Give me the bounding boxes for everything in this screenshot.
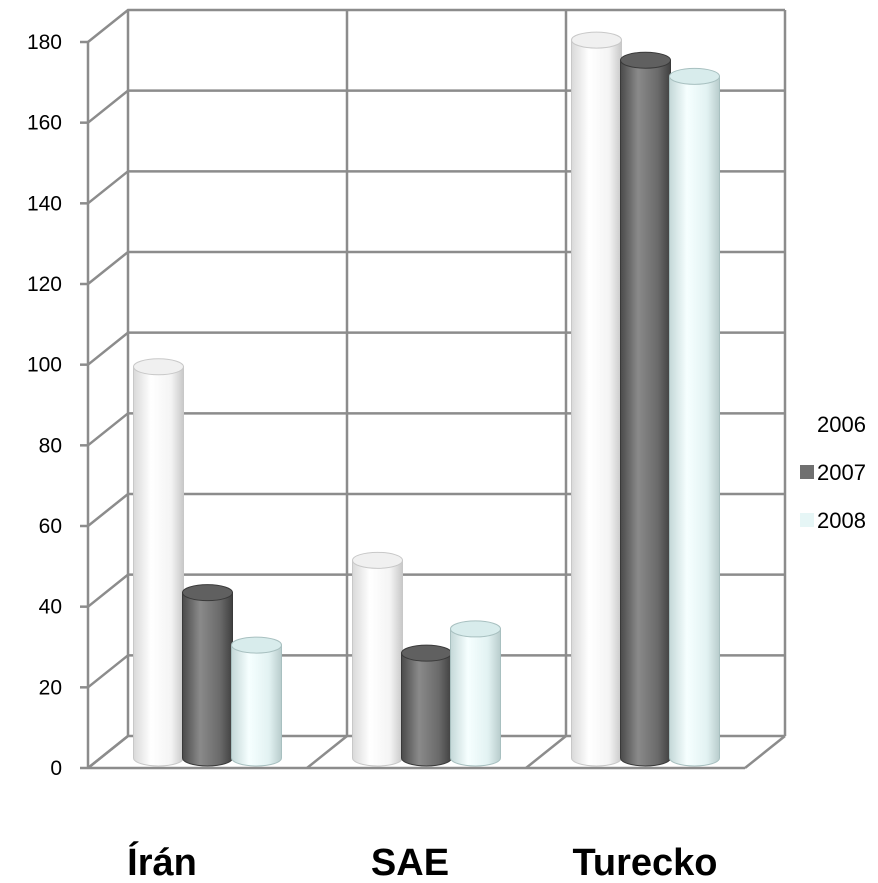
y-tick-label: 60	[39, 515, 62, 538]
bar-2008-1	[450, 620, 501, 767]
y-tick-label: 0	[50, 757, 62, 780]
y-tick-label: 120	[27, 273, 62, 296]
legend-label: 2007	[817, 460, 866, 485]
gridline	[87, 8, 785, 43]
legend-swatch	[800, 417, 814, 431]
y-tick-label: 20	[39, 676, 62, 699]
bar-2007-0	[182, 584, 233, 767]
floor-divider	[306, 735, 348, 769]
x-category-label: SAE	[371, 842, 449, 883]
bars	[133, 31, 720, 767]
y-tick-label: 180	[27, 31, 62, 54]
y-tick-label: 80	[39, 434, 62, 457]
bar-2007-2	[620, 51, 671, 767]
legend-label: 2006	[817, 412, 866, 437]
legend-label: 2008	[817, 508, 866, 533]
y-tick-label: 100	[27, 354, 62, 377]
category-labels: Írán SAE Turecko	[127, 840, 717, 883]
legend-swatch	[800, 465, 814, 479]
y-axis: 0 20 40 60 80 100 120 140 160 180	[27, 31, 90, 780]
bar-2008-2	[669, 67, 720, 767]
y-tick-label: 160	[27, 112, 62, 135]
bar-2006-0	[133, 358, 184, 767]
x-category-label: Turecko	[572, 842, 717, 883]
y-tick-label: 140	[27, 192, 62, 215]
bar-2007-1	[401, 644, 452, 767]
bar-2006-2	[571, 31, 622, 767]
y-tick-label: 40	[39, 596, 62, 619]
grid	[87, 8, 787, 770]
legend-swatch	[800, 513, 814, 527]
bar-2006-1	[352, 551, 403, 767]
x-category-label: Írán	[127, 840, 197, 883]
floor-divider	[87, 735, 129, 769]
legend: 2006 2007 2008	[800, 412, 866, 533]
floor-divider	[525, 735, 567, 769]
bar-2008-0	[231, 636, 282, 767]
floor-divider	[744, 735, 786, 769]
